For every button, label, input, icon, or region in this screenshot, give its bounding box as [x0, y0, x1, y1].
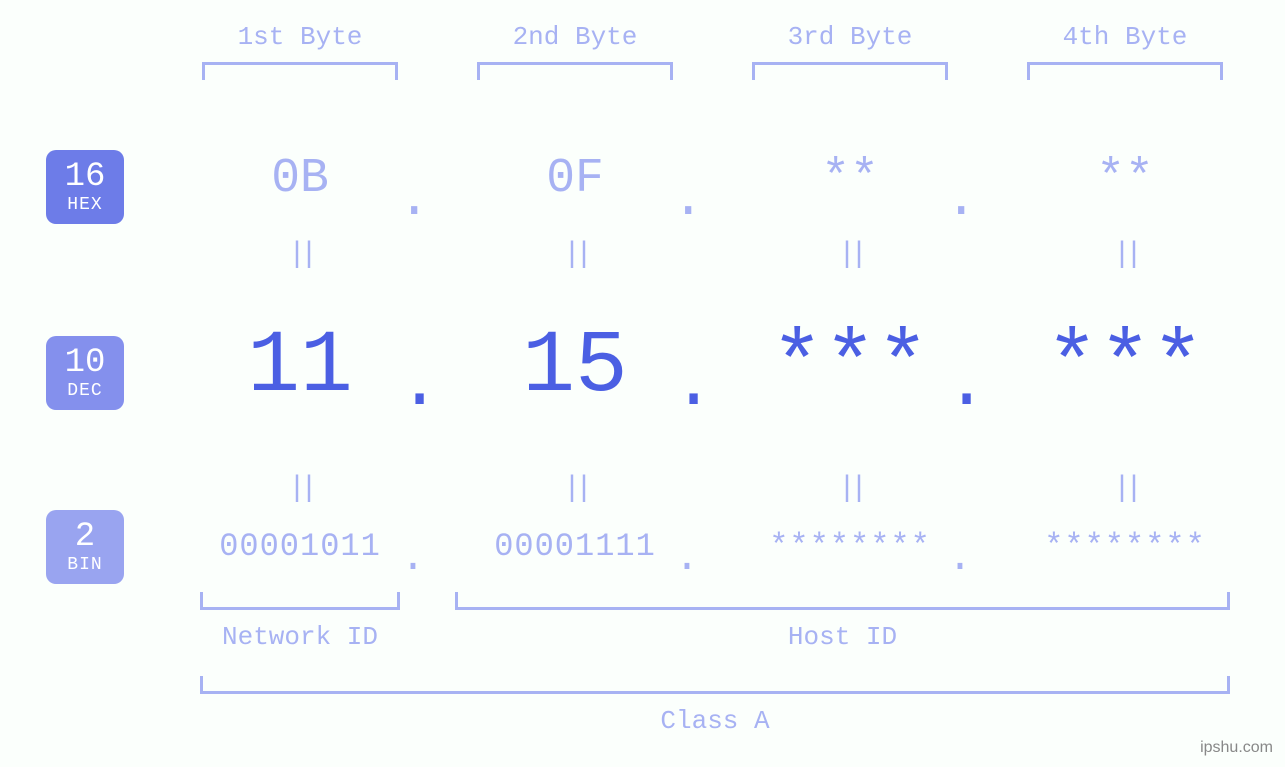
byte-header-4: 4th Byte: [995, 22, 1255, 52]
equals-icon: ||: [170, 472, 430, 506]
label-host-id: Host ID: [455, 622, 1230, 652]
dot-separator: .: [945, 534, 975, 582]
badge-hex: 16 HEX: [46, 150, 124, 224]
dot-separator: .: [672, 344, 702, 426]
badge-bin-num: 2: [75, 520, 95, 554]
bin-value-1: 00001011: [170, 528, 430, 565]
equals-icon: ||: [445, 472, 705, 506]
dot-separator: .: [398, 344, 428, 426]
bracket-host-id: [455, 592, 1230, 610]
equals-icon: ||: [170, 238, 430, 272]
label-class: Class A: [200, 706, 1230, 736]
top-bracket-4: [1027, 62, 1223, 80]
bin-value-2: 00001111: [445, 528, 705, 565]
hex-value-3: **: [720, 152, 980, 206]
byte-header-1: 1st Byte: [170, 22, 430, 52]
dot-separator: .: [672, 170, 702, 231]
hex-value-2: 0F: [445, 152, 705, 206]
bin-value-4: ********: [995, 528, 1255, 565]
hex-value-1: 0B: [170, 152, 430, 206]
ip-diagram: 16 HEX 10 DEC 2 BIN 1st Byte 0B || 11 ||…: [0, 0, 1285, 767]
badge-hex-num: 16: [65, 160, 106, 194]
dec-value-3: ***: [720, 318, 980, 417]
dec-value-4: ***: [995, 318, 1255, 417]
dot-separator: .: [945, 170, 975, 231]
bracket-network-id: [200, 592, 400, 610]
dot-separator: .: [398, 170, 428, 231]
dot-separator: .: [945, 344, 975, 426]
byte-header-3: 3rd Byte: [720, 22, 980, 52]
badge-dec-num: 10: [65, 346, 106, 380]
badge-bin-lbl: BIN: [67, 556, 102, 574]
top-bracket-1: [202, 62, 398, 80]
equals-icon: ||: [445, 238, 705, 272]
watermark: ipshu.com: [1200, 739, 1273, 757]
badge-dec: 10 DEC: [46, 336, 124, 410]
byte-header-2: 2nd Byte: [445, 22, 705, 52]
dec-value-2: 15: [445, 318, 705, 417]
badge-hex-lbl: HEX: [67, 196, 102, 214]
equals-icon: ||: [995, 472, 1255, 506]
dec-value-1: 11: [170, 318, 430, 417]
dot-separator: .: [398, 534, 428, 582]
bracket-class: [200, 676, 1230, 694]
hex-value-4: **: [995, 152, 1255, 206]
badge-dec-lbl: DEC: [67, 382, 102, 400]
bin-value-3: ********: [720, 528, 980, 565]
top-bracket-3: [752, 62, 948, 80]
equals-icon: ||: [720, 472, 980, 506]
badge-bin: 2 BIN: [46, 510, 124, 584]
dot-separator: .: [672, 534, 702, 582]
equals-icon: ||: [720, 238, 980, 272]
top-bracket-2: [477, 62, 673, 80]
equals-icon: ||: [995, 238, 1255, 272]
label-network-id: Network ID: [170, 622, 430, 652]
